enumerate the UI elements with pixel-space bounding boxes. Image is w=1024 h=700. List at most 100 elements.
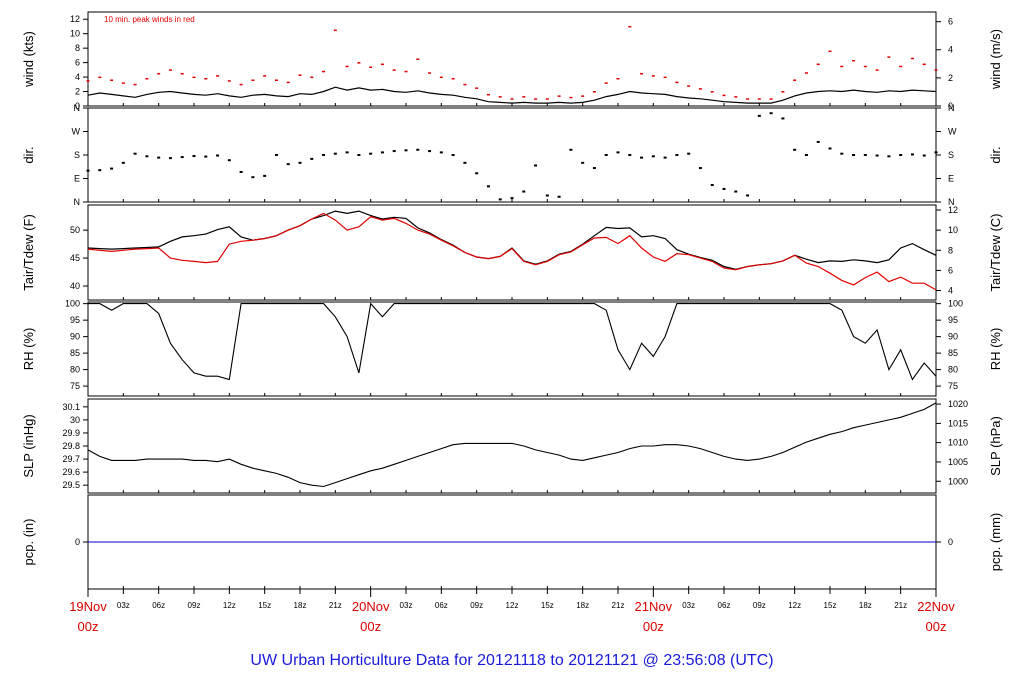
peak-wind-point bbox=[145, 78, 149, 80]
peak-wind-point bbox=[522, 96, 526, 98]
peak-wind-point bbox=[121, 82, 125, 84]
peak-wind-point bbox=[804, 72, 808, 74]
panel-frame bbox=[87, 398, 937, 494]
x-hour-label: 18z bbox=[859, 601, 872, 610]
direction-point bbox=[404, 149, 408, 152]
direction-point bbox=[522, 190, 526, 193]
y-tick-label-right: 6 bbox=[948, 265, 953, 275]
direction-point bbox=[180, 156, 184, 159]
y-tick-label-right: 1000 bbox=[948, 476, 968, 486]
direction-point bbox=[557, 195, 561, 198]
peak-wind-point bbox=[616, 78, 620, 80]
peak-wind-point bbox=[369, 66, 373, 68]
peak-wind-point bbox=[557, 95, 561, 97]
x-day-label-hour: 00z bbox=[360, 619, 381, 634]
y-tick-label-right: 2 bbox=[948, 73, 953, 83]
direction-point bbox=[451, 154, 455, 156]
direction-point bbox=[110, 167, 114, 170]
direction-point bbox=[274, 154, 278, 156]
direction-point bbox=[322, 154, 326, 156]
direction-point bbox=[439, 151, 443, 154]
panel-sea-level-pressure bbox=[83, 398, 941, 494]
peak-wind-point bbox=[463, 83, 467, 86]
peak-wind-point bbox=[251, 79, 255, 81]
x-hour-label: 09z bbox=[470, 601, 483, 610]
peak-wind-point bbox=[274, 79, 278, 81]
peak-wind-point bbox=[333, 29, 337, 32]
peak-wind-point bbox=[227, 80, 231, 82]
series-line-wind bbox=[87, 86, 937, 104]
direction-point bbox=[663, 156, 667, 159]
peak-wind-point bbox=[734, 96, 738, 98]
x-hour-label: 06z bbox=[435, 601, 448, 610]
direction-point bbox=[592, 167, 596, 170]
y-tick-label-right: E bbox=[948, 174, 954, 184]
y-tick-label-left: 75 bbox=[70, 381, 80, 391]
y-tick-label-right: 1020 bbox=[948, 399, 968, 409]
direction-point bbox=[875, 154, 879, 157]
peak-wind-point bbox=[910, 57, 914, 60]
direction-point bbox=[887, 155, 891, 158]
y-tick-label-left: 8 bbox=[75, 43, 80, 53]
peak-wind-point bbox=[298, 74, 302, 76]
y-tick-label-left: 95 bbox=[70, 315, 80, 325]
y-label-left: pcp. (in) bbox=[21, 519, 36, 566]
direction-point bbox=[86, 169, 90, 172]
peak-wind-point bbox=[110, 79, 114, 81]
peak-wind-point bbox=[663, 76, 667, 79]
y-tick-label-left: 80 bbox=[70, 365, 80, 375]
direction-point bbox=[722, 187, 726, 190]
y-tick-label-left: 100 bbox=[65, 299, 80, 309]
y-label-left: wind (kts) bbox=[21, 31, 36, 88]
peak-wind-point bbox=[204, 78, 208, 80]
peak-wind-point bbox=[157, 72, 161, 75]
y-tick-label-left: N bbox=[74, 103, 81, 113]
peak-wind-point bbox=[86, 80, 90, 82]
direction-point bbox=[640, 156, 644, 159]
y-tick-label-right: W bbox=[948, 127, 957, 137]
peak-wind-point bbox=[581, 95, 585, 97]
x-hour-label: 15z bbox=[541, 601, 554, 610]
y-label-right: RH (%) bbox=[988, 328, 1003, 371]
x-hour-label: 21z bbox=[894, 601, 907, 610]
peak-wind-point bbox=[769, 98, 773, 100]
direction-point bbox=[922, 154, 926, 157]
peak-wind-point bbox=[746, 98, 750, 100]
peak-wind-point bbox=[934, 69, 938, 71]
y-label-left: Tair/Tdew (F) bbox=[21, 214, 36, 291]
y-tick-label-right: 12 bbox=[948, 205, 958, 215]
direction-point bbox=[604, 154, 608, 156]
direction-point bbox=[769, 112, 773, 115]
peak-wind-point bbox=[322, 70, 326, 73]
panel-frame bbox=[87, 11, 937, 107]
direction-point bbox=[392, 150, 396, 153]
peak-wind-point bbox=[592, 91, 596, 93]
peak-wind-point bbox=[192, 76, 196, 79]
panel-direction bbox=[83, 107, 941, 203]
series-line-Tdew bbox=[87, 212, 937, 291]
x-hour-label: 06z bbox=[152, 601, 165, 610]
y-tick-label-left: 30 bbox=[70, 415, 80, 425]
direction-point bbox=[333, 152, 337, 155]
direction-point bbox=[286, 163, 290, 166]
y-tick-label-right: N bbox=[948, 103, 955, 113]
y-label-right: wind (m/s) bbox=[988, 29, 1003, 90]
peak-wind-point bbox=[534, 98, 538, 100]
direction-point bbox=[192, 155, 196, 158]
panel-wind bbox=[83, 11, 941, 107]
y-tick-label-left: 29.8 bbox=[62, 441, 80, 451]
peak-wind-point bbox=[863, 65, 867, 68]
peak-wind-point bbox=[816, 63, 820, 66]
direction-point bbox=[369, 152, 373, 155]
y-tick-label-left: N bbox=[74, 197, 81, 207]
peak-wind-point bbox=[392, 69, 396, 71]
peak-wind-point bbox=[404, 70, 408, 73]
x-hour-label: 18z bbox=[294, 601, 307, 610]
x-hour-label: 03z bbox=[682, 601, 695, 610]
direction-point bbox=[345, 151, 349, 154]
direction-point bbox=[157, 156, 161, 159]
y-label-left: RH (%) bbox=[21, 328, 36, 371]
y-tick-label-right: 8 bbox=[948, 245, 953, 255]
direction-point bbox=[534, 164, 538, 167]
x-hour-label: 21z bbox=[329, 601, 342, 610]
